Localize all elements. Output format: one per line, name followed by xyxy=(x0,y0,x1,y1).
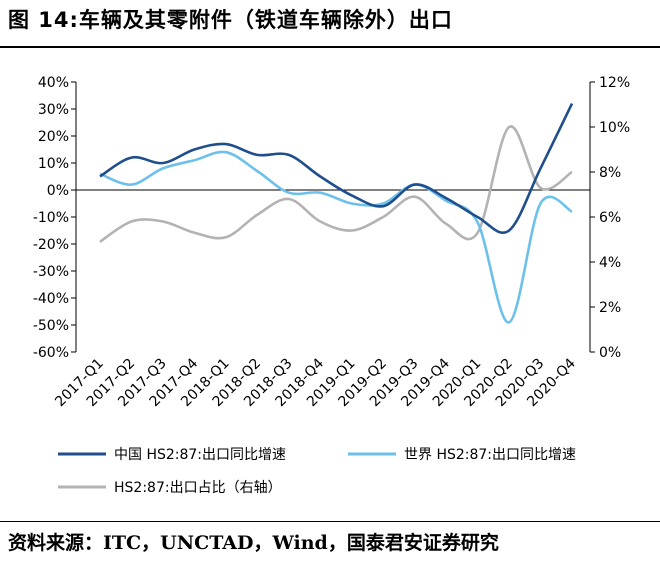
left-axis-tick-label: -10% xyxy=(33,210,69,226)
series-line-2 xyxy=(99,150,573,324)
legend-label-2: 世界 HS2:87:出口同比增速 xyxy=(404,447,576,463)
figure-title: 图 14:车辆及其零附件（铁道车辆除外）出口 xyxy=(8,8,453,32)
left-axis-tick-label: 20% xyxy=(38,129,69,145)
left-axis-tick-label: 10% xyxy=(38,156,69,172)
chart-legend: 中国 HS2:87:出口同比增速 世界 HS2:87:出口同比增速 HS2:87:出… xyxy=(58,447,576,496)
left-axis-tick-label: -50% xyxy=(33,318,69,334)
right-axis-tick-label: 2% xyxy=(599,300,621,316)
chart-series xyxy=(99,103,574,324)
source-note: 资料来源：ITC，UNCTAD，Wind，国泰君安证券研究 xyxy=(8,532,499,554)
chart-axes: 40% 30% 20% 10% 0% -10% -20% -30% -40% -50% -60% 12… xyxy=(33,75,630,361)
left-axis-tick-label: 40% xyxy=(38,75,69,91)
right-axis-tick-label: 10% xyxy=(599,120,630,136)
x-axis-tick-labels: 2017-Q12017-Q22017-Q32017-Q42018-Q12018-… xyxy=(52,355,579,410)
left-axis-tick-label: 0% xyxy=(47,183,69,199)
left-axis-tick-label: -20% xyxy=(33,237,69,253)
left-axis-tick-label: -60% xyxy=(33,345,69,361)
right-axis-tick-label: 0% xyxy=(599,345,621,361)
series-line-1 xyxy=(99,103,574,234)
left-axis-tick-label: 30% xyxy=(38,102,69,118)
title-divider xyxy=(0,46,660,48)
left-axis-tick-label: -40% xyxy=(33,291,69,307)
line-chart: 40% 30% 20% 10% 0% -10% -20% -30% -40% -50% -60% 12… xyxy=(33,75,630,496)
right-axis-tick-label: 6% xyxy=(599,210,621,226)
right-axis-tick-label: 8% xyxy=(599,165,621,181)
source-divider xyxy=(0,521,660,522)
legend-label-1: 中国 HS2:87:出口同比增速 xyxy=(114,447,286,463)
left-axis-tick-label: -30% xyxy=(33,264,69,280)
legend-label-3: HS2:87:出口占比（右轴） xyxy=(114,480,282,496)
right-axis-tick-label: 12% xyxy=(599,75,630,91)
series-line-3 xyxy=(99,125,573,243)
right-axis-tick-label: 4% xyxy=(599,255,621,271)
